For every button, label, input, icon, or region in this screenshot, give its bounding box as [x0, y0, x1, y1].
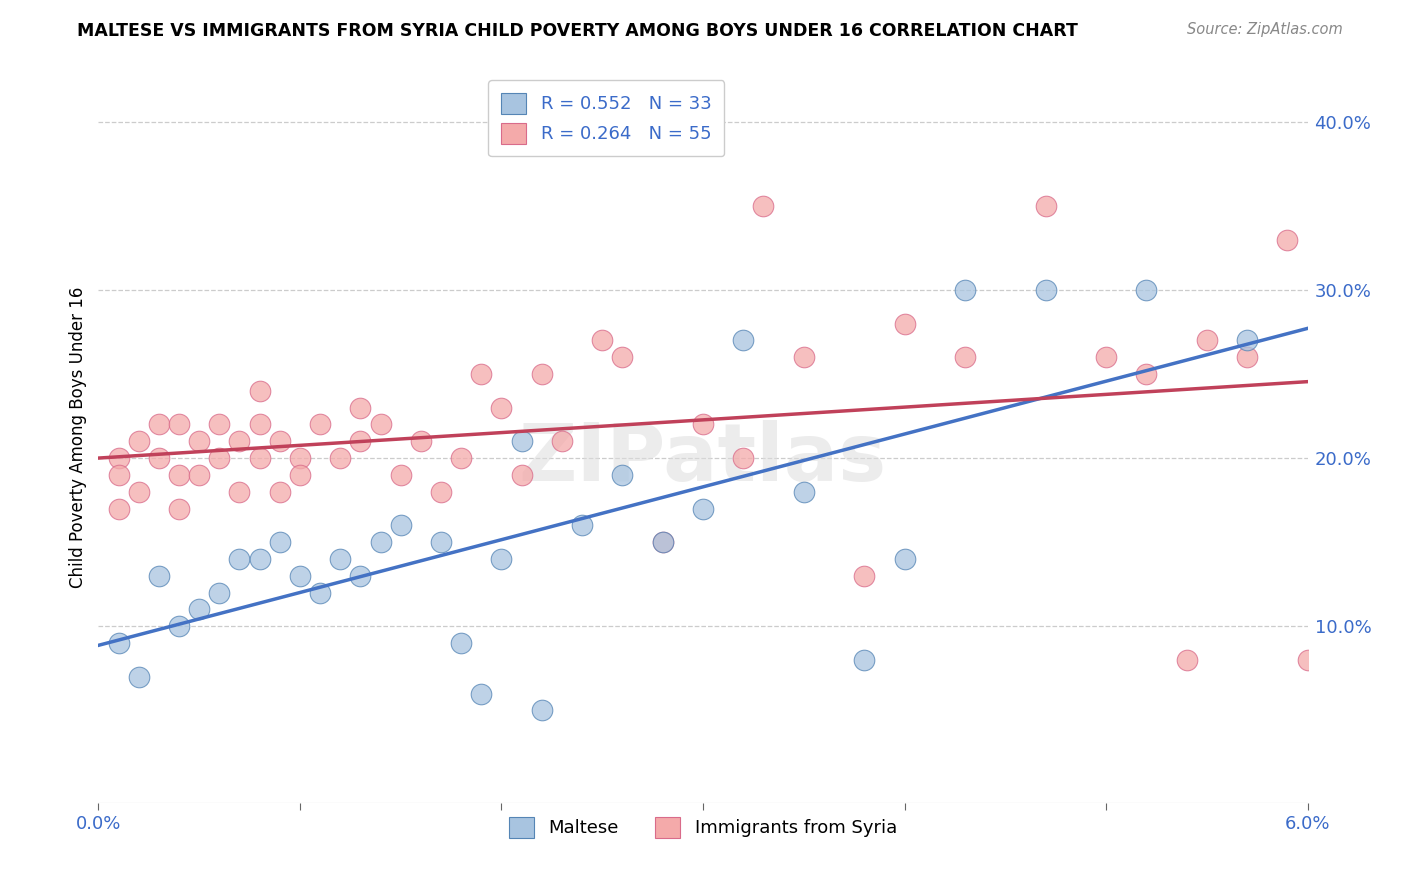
Point: [269, 535, 291, 549]
Point: [793, 350, 815, 364]
Point: [370, 417, 392, 432]
Point: [510, 434, 533, 449]
Point: [167, 619, 190, 633]
Point: [370, 535, 392, 549]
Point: [1236, 350, 1258, 364]
Point: [107, 501, 129, 516]
Point: [1035, 199, 1057, 213]
Point: [1195, 334, 1218, 348]
Point: [470, 686, 492, 700]
Point: [249, 451, 271, 466]
Point: [309, 585, 332, 599]
Point: [853, 569, 876, 583]
Point: [1236, 334, 1258, 348]
Point: [148, 451, 170, 466]
Point: [793, 484, 815, 499]
Point: [188, 467, 211, 482]
Point: [269, 484, 291, 499]
Point: [651, 535, 673, 549]
Point: [128, 670, 150, 684]
Point: [208, 451, 231, 466]
Point: [288, 569, 311, 583]
Point: [188, 602, 211, 616]
Point: [591, 334, 613, 348]
Point: [953, 350, 976, 364]
Point: [389, 518, 412, 533]
Point: [349, 434, 371, 449]
Point: [249, 384, 271, 398]
Point: [450, 451, 472, 466]
Point: [208, 417, 231, 432]
Point: [953, 283, 976, 297]
Point: [349, 569, 371, 583]
Point: [692, 501, 714, 516]
Point: [228, 484, 250, 499]
Point: [733, 334, 755, 348]
Point: [571, 518, 593, 533]
Point: [470, 367, 492, 381]
Point: [228, 552, 250, 566]
Point: [1035, 283, 1057, 297]
Point: [269, 434, 291, 449]
Y-axis label: Child Poverty Among Boys Under 16: Child Poverty Among Boys Under 16: [69, 286, 87, 588]
Point: [853, 653, 876, 667]
Point: [530, 703, 553, 717]
Point: [148, 569, 170, 583]
Point: [430, 484, 453, 499]
Point: [1175, 653, 1198, 667]
Text: MALTESE VS IMMIGRANTS FROM SYRIA CHILD POVERTY AMONG BOYS UNDER 16 CORRELATION C: MALTESE VS IMMIGRANTS FROM SYRIA CHILD P…: [77, 22, 1078, 40]
Point: [409, 434, 432, 449]
Point: [188, 434, 211, 449]
Point: [208, 585, 231, 599]
Point: [430, 535, 453, 549]
Point: [893, 317, 915, 331]
Text: Source: ZipAtlas.com: Source: ZipAtlas.com: [1187, 22, 1343, 37]
Point: [167, 501, 190, 516]
Point: [228, 434, 250, 449]
Point: [1135, 283, 1157, 297]
Point: [128, 484, 150, 499]
Point: [733, 451, 755, 466]
Legend: Maltese, Immigrants from Syria: Maltese, Immigrants from Syria: [502, 810, 904, 845]
Point: [349, 401, 371, 415]
Point: [1135, 367, 1157, 381]
Point: [107, 451, 129, 466]
Point: [107, 636, 129, 650]
Point: [893, 552, 915, 566]
Point: [249, 552, 271, 566]
Point: [249, 417, 271, 432]
Point: [491, 401, 513, 415]
Point: [1296, 653, 1319, 667]
Point: [128, 434, 150, 449]
Point: [1095, 350, 1118, 364]
Point: [530, 367, 553, 381]
Point: [389, 467, 412, 482]
Point: [692, 417, 714, 432]
Point: [1277, 233, 1299, 247]
Point: [450, 636, 472, 650]
Point: [329, 552, 352, 566]
Point: [651, 535, 673, 549]
Point: [510, 467, 533, 482]
Point: [752, 199, 775, 213]
Point: [551, 434, 574, 449]
Point: [612, 467, 634, 482]
Point: [167, 467, 190, 482]
Point: [309, 417, 332, 432]
Point: [167, 417, 190, 432]
Point: [107, 467, 129, 482]
Point: [329, 451, 352, 466]
Point: [148, 417, 170, 432]
Point: [612, 350, 634, 364]
Point: [491, 552, 513, 566]
Point: [288, 467, 311, 482]
Text: ZIPatlas: ZIPatlas: [519, 420, 887, 498]
Point: [288, 451, 311, 466]
